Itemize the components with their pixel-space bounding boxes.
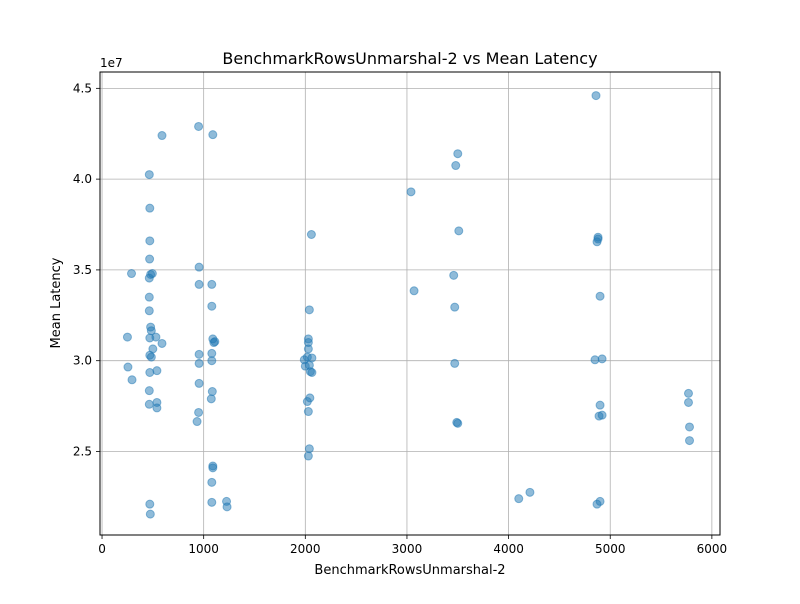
y-tick-label: 3.0 bbox=[73, 354, 92, 368]
data-point bbox=[207, 279, 217, 289]
x-tick-label: 1000 bbox=[188, 542, 219, 556]
y-tick-label: 4.5 bbox=[73, 81, 92, 95]
data-point bbox=[127, 269, 137, 279]
data-point bbox=[597, 410, 607, 420]
data-point bbox=[194, 349, 204, 359]
data-point bbox=[209, 338, 219, 348]
data-point bbox=[453, 418, 463, 428]
data-point bbox=[208, 130, 218, 140]
data-point bbox=[303, 344, 313, 354]
data-point bbox=[207, 387, 217, 397]
data-point bbox=[194, 121, 204, 131]
data-point bbox=[157, 338, 167, 348]
data-point bbox=[207, 497, 217, 507]
data-point bbox=[306, 230, 316, 240]
data-point bbox=[151, 332, 161, 342]
y-axis-label: Mean Latency bbox=[49, 257, 64, 348]
data-point bbox=[207, 301, 217, 311]
data-point bbox=[454, 226, 464, 236]
grid-layer bbox=[100, 72, 720, 535]
data-point bbox=[144, 170, 154, 180]
data-point bbox=[222, 502, 232, 512]
data-point bbox=[451, 161, 461, 171]
data-point bbox=[122, 332, 132, 342]
data-point bbox=[450, 358, 460, 368]
data-point bbox=[194, 407, 204, 417]
data-point bbox=[192, 417, 202, 427]
data-point bbox=[208, 463, 218, 473]
data-point bbox=[303, 407, 313, 417]
data-point bbox=[593, 234, 603, 244]
y-tick-label: 4.0 bbox=[73, 172, 92, 186]
data-point bbox=[595, 291, 605, 301]
data-point bbox=[303, 451, 313, 461]
y-tick-label: 2.5 bbox=[73, 444, 92, 458]
data-point bbox=[597, 354, 607, 364]
data-point bbox=[514, 494, 524, 504]
x-tick-label: 2000 bbox=[290, 542, 321, 556]
data-point bbox=[145, 254, 155, 264]
data-point bbox=[146, 352, 156, 362]
data-point bbox=[683, 397, 693, 407]
data-point bbox=[406, 187, 416, 197]
data-point bbox=[450, 302, 460, 312]
data-point bbox=[595, 400, 605, 410]
x-tick-label: 6000 bbox=[697, 542, 728, 556]
data-point bbox=[194, 262, 204, 272]
data-point bbox=[152, 403, 162, 413]
data-point bbox=[304, 444, 314, 454]
chart-title: BenchmarkRowsUnmarshal-2 vs Mean Latency bbox=[222, 49, 597, 68]
x-tick-label: 3000 bbox=[392, 542, 423, 556]
data-point bbox=[453, 149, 463, 159]
points-layer bbox=[122, 91, 695, 519]
data-point bbox=[145, 499, 155, 509]
y-axis-multiplier: 1e7 bbox=[100, 56, 123, 70]
data-point bbox=[304, 360, 314, 370]
data-point bbox=[123, 362, 133, 372]
data-point bbox=[685, 436, 695, 446]
data-point bbox=[152, 366, 162, 376]
data-point bbox=[157, 131, 167, 141]
tick-layer: 0 1000 2000 3000 4000 5000 6000 2.5 3.0 3.5 4.0 4.5 bbox=[73, 81, 727, 556]
data-point bbox=[302, 397, 312, 407]
x-tick-label: 5000 bbox=[595, 542, 626, 556]
data-point bbox=[145, 203, 155, 213]
data-point bbox=[145, 509, 155, 519]
data-point bbox=[592, 499, 602, 509]
data-point bbox=[147, 269, 157, 279]
data-point bbox=[144, 399, 154, 409]
data-point bbox=[194, 358, 204, 368]
data-point bbox=[144, 306, 154, 316]
data-point bbox=[194, 378, 204, 388]
x-tick-label: 0 bbox=[98, 542, 106, 556]
data-point bbox=[304, 305, 314, 315]
data-point bbox=[409, 286, 419, 296]
data-point bbox=[206, 394, 216, 404]
data-point bbox=[194, 279, 204, 289]
x-tick-label: 4000 bbox=[493, 542, 524, 556]
data-point bbox=[683, 388, 693, 398]
data-point bbox=[207, 477, 217, 487]
data-point bbox=[144, 386, 154, 396]
data-point bbox=[591, 91, 601, 101]
x-axis-label: BenchmarkRowsUnmarshal-2 bbox=[314, 563, 505, 578]
data-point bbox=[127, 375, 137, 385]
data-point bbox=[145, 236, 155, 246]
data-point bbox=[144, 292, 154, 302]
data-point bbox=[449, 270, 459, 280]
data-point bbox=[525, 487, 535, 497]
data-point bbox=[207, 356, 217, 366]
axes-frame bbox=[99, 71, 721, 536]
data-point bbox=[685, 422, 695, 432]
y-tick-label: 3.5 bbox=[73, 263, 92, 277]
